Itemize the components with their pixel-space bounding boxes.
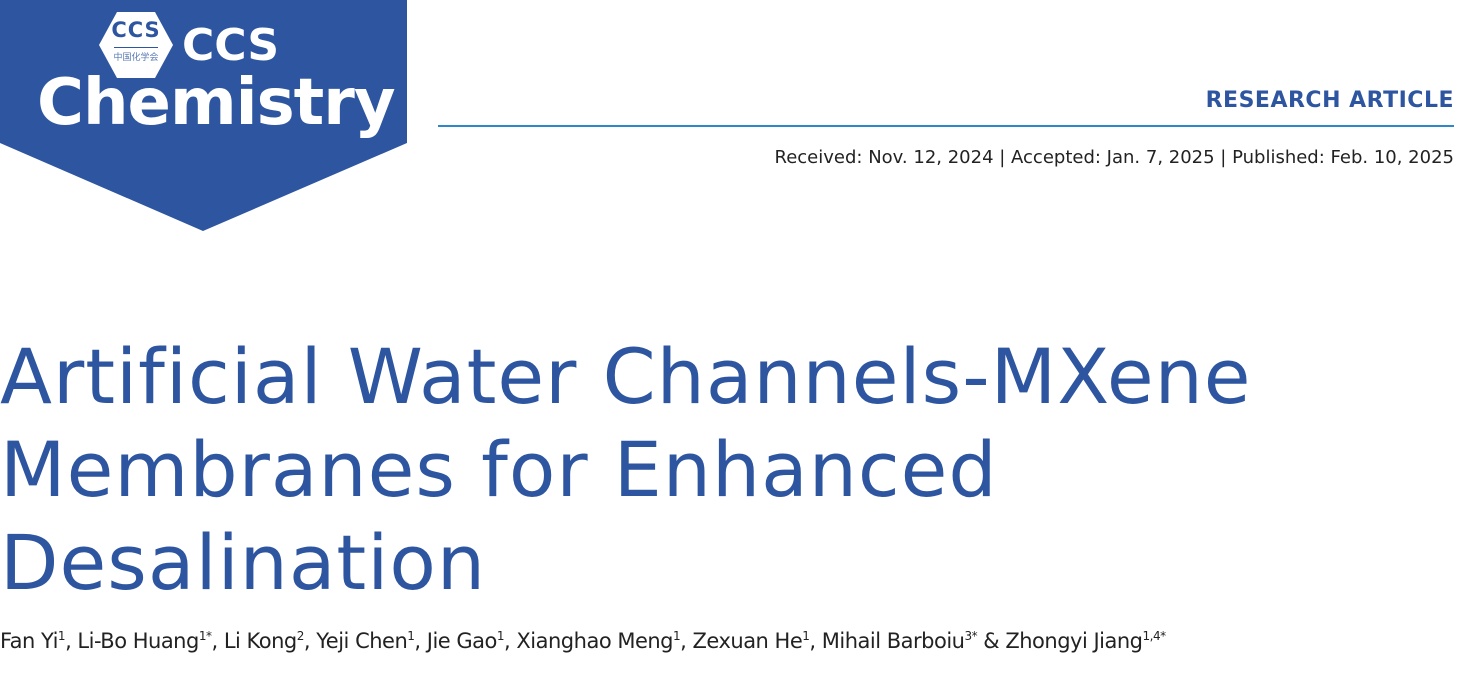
author-affiliation: 3* <box>964 629 978 643</box>
author-name: Zhongyi Jiang <box>1005 629 1143 653</box>
header-rule <box>438 125 1454 127</box>
author-separator: , <box>303 629 317 653</box>
journal-banner <box>0 0 407 231</box>
author-name: Jie Gao <box>426 629 498 653</box>
title-line: Desalination <box>0 518 486 607</box>
ccs-logo-hexagon <box>99 12 173 78</box>
author[interactable]: Zexuan He1 <box>693 629 810 653</box>
author-name: Li-Bo Huang <box>77 629 199 653</box>
author-separator: , <box>504 629 517 653</box>
author-separator: , <box>414 629 427 653</box>
author[interactable]: Mihail Barboiu3* <box>821 629 978 653</box>
author-separator: , <box>211 629 224 653</box>
author-name: Li Kong <box>223 629 297 653</box>
logo-badge-text: CCS <box>111 18 161 42</box>
title-line: Artificial Water Channels-MXene <box>0 332 1252 421</box>
author-name: Zexuan He <box>692 629 803 653</box>
author-affiliation: 1 <box>673 629 681 643</box>
author[interactable]: Li-Bo Huang1* <box>77 629 212 653</box>
author-name: Mihail Barboiu <box>821 629 965 653</box>
author-affiliation: 1 <box>496 629 505 643</box>
author[interactable]: Jie Gao1 <box>426 629 505 653</box>
author-affiliation: 1 <box>57 629 66 643</box>
author-separator: , <box>680 629 693 653</box>
author[interactable]: Yeji Chen1 <box>316 629 415 653</box>
article-title: Artificial Water Channels-MXene Membrane… <box>0 330 1252 609</box>
author-separator: & <box>977 629 1006 653</box>
author-affiliation: 1,4* <box>1142 629 1167 643</box>
logo-divider <box>114 47 158 48</box>
journal-name-ccs: CCS <box>182 20 280 71</box>
author-affiliation: 1 <box>407 629 415 643</box>
article-type: RESEARCH ARTICLE <box>1205 88 1454 113</box>
author[interactable]: Li Kong2 <box>223 629 305 653</box>
logo-badge-subtitle: 中国化学会 <box>113 52 159 62</box>
author-separator: , <box>809 629 822 653</box>
author-name: Fan Yi <box>0 629 58 653</box>
author[interactable]: Xianghao Meng1 <box>516 629 680 653</box>
author-list: Fan Yi1, Li-Bo Huang1*, Li Kong2, Yeji C… <box>0 629 1166 653</box>
author-name: Xianghao Meng <box>516 629 674 653</box>
journal-name-chemistry: Chemistry <box>37 66 396 140</box>
author-affiliation: 2 <box>296 629 305 643</box>
author-name: Yeji Chen <box>316 629 408 653</box>
author-affiliation: 1* <box>198 629 212 643</box>
author-separator: , <box>65 629 78 653</box>
author[interactable]: Fan Yi1 <box>0 629 66 653</box>
publication-dates: Received: Nov. 12, 2024 | Accepted: Jan.… <box>774 147 1454 168</box>
author[interactable]: Zhongyi Jiang1,4* <box>1005 629 1167 653</box>
author-affiliation: 1 <box>802 629 810 643</box>
title-line: Membranes for Enhanced <box>0 425 998 514</box>
